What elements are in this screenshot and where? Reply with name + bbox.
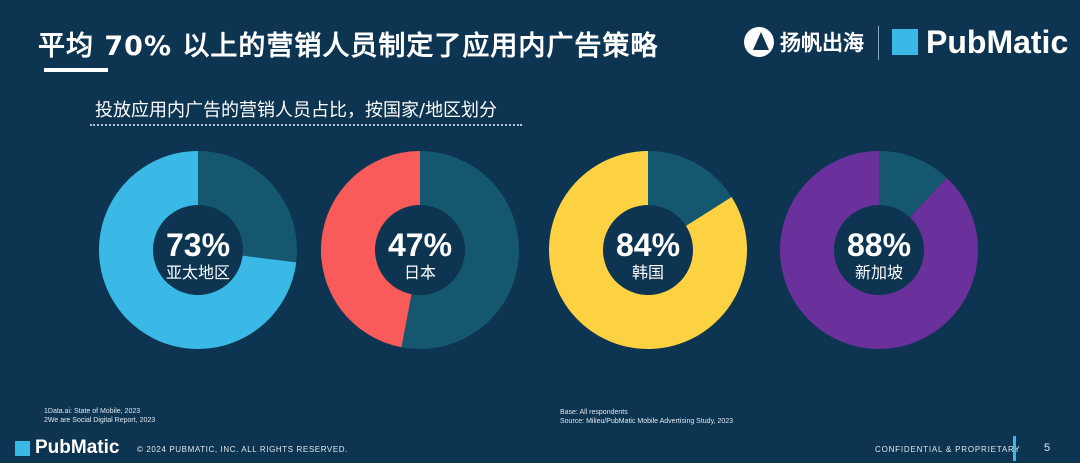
footer-logo: PubMatic — [15, 437, 119, 459]
pubmatic-square-icon — [15, 440, 30, 456]
donut-slice-value — [549, 151, 747, 349]
source-line: 2We are Social Digital Report, 2023 — [44, 417, 156, 424]
yangfan-logo-text: 扬帆出海 — [780, 31, 864, 55]
pubmatic-square-icon — [892, 29, 918, 55]
donut-category-label: 新加坡 — [855, 263, 903, 282]
donut-slice-value — [779, 151, 979, 350]
donut-category-label: 日本 — [404, 263, 436, 282]
donut-slice-value — [99, 151, 297, 350]
subtitle-dotted-rule — [90, 124, 522, 126]
source-line: Base: All respondents — [560, 409, 628, 416]
sources-left: 1Data.ai: State of Mobile, 2023 2We are … — [44, 407, 155, 425]
chart-subtitle: 投放应用内广告的营销人员占比，按国家/地区划分 — [95, 100, 498, 121]
donut-percent-label: 88% — [847, 227, 911, 263]
donut-percent-label: 73% — [166, 227, 230, 263]
footer-logo-text: PubMatic — [35, 437, 120, 458]
source-line: Source: Milieu/PubMatic Mobile Advertisi… — [560, 418, 734, 425]
donut-4: 88%新加坡 — [779, 151, 979, 350]
pubmatic-logo-text: PubMatic — [926, 23, 1069, 60]
page-title: 平均 70% 以上的营销人员制定了应用内广告策略 — [38, 31, 659, 62]
sources-right: Base: All respondents Source: Milieu/Pub… — [560, 408, 733, 426]
donut-percent-label: 47% — [388, 227, 452, 263]
copyright-text: © 2024 PUBMATIC, INC. ALL RIGHTS RESERVE… — [137, 445, 349, 454]
donut-slice-remainder — [401, 151, 519, 349]
donut-slice-remainder — [198, 151, 297, 263]
source-line: 1Data.ai: State of Mobile, 2023 — [44, 408, 141, 415]
donut-3: 84%韩国 — [549, 151, 747, 349]
brand-divider — [878, 26, 879, 60]
donut-slice-remainder — [879, 151, 947, 218]
yangfan-logo: 扬帆出海 — [744, 22, 864, 62]
sail-icon — [744, 27, 774, 57]
donut-slice-value — [321, 151, 420, 348]
page-number: 5 — [1044, 442, 1051, 454]
donut-slice-remainder — [648, 151, 732, 226]
pubmatic-logo: PubMatic — [892, 22, 1068, 62]
donut-category-label: 韩国 — [632, 263, 664, 282]
donut-percent-label: 84% — [616, 227, 680, 263]
title-underline — [44, 68, 108, 72]
footer-accent-bar — [1013, 436, 1016, 461]
donut-2: 47%日本 — [321, 151, 519, 349]
donut-1: 73%亚太地区 — [99, 151, 297, 350]
donut-category-label: 亚太地区 — [166, 263, 230, 282]
confidential-text: CONFIDENTIAL & PROPRIETARY — [875, 445, 1021, 454]
